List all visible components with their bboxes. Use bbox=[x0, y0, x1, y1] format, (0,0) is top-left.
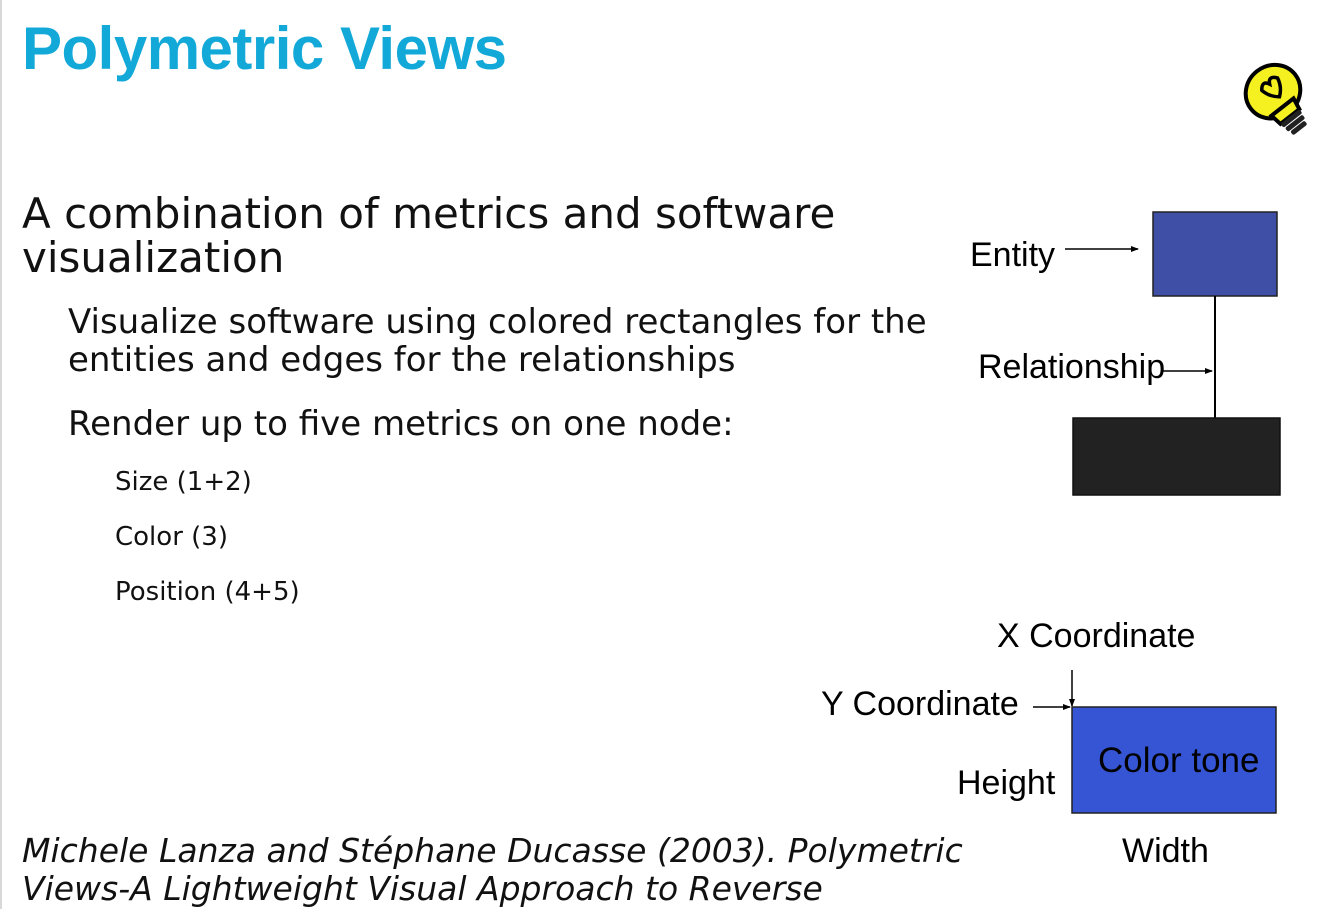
entity-label: Entity bbox=[970, 236, 1056, 274]
metric-item-size: Size (1+2) bbox=[115, 467, 252, 497]
main-bullet: A combination of metrics and software vi… bbox=[22, 189, 836, 282]
related-node bbox=[1072, 417, 1281, 496]
sub-bullet-1: Visualize software using colored rectang… bbox=[68, 302, 927, 380]
height-label: Height bbox=[957, 764, 1056, 802]
slide-title: Polymetric Views bbox=[22, 15, 507, 82]
y-coordinate-label: Y Coordinate bbox=[821, 685, 1019, 723]
citation: Michele Lanza and Stéphane Ducasse (2003… bbox=[22, 831, 963, 908]
x-coordinate-label: X Coordinate bbox=[997, 617, 1196, 655]
width-label: Width bbox=[1122, 832, 1209, 870]
lightbulb-icon bbox=[1243, 62, 1307, 135]
entity-node bbox=[1152, 211, 1278, 297]
node-color-tone-label: Color tone bbox=[1098, 741, 1260, 780]
metric-item-color: Color (3) bbox=[115, 522, 228, 552]
relationship-label: Relationship bbox=[978, 348, 1166, 386]
metric-item-position: Position (4+5) bbox=[115, 577, 300, 607]
sub-bullet-2: Render up to five metrics on one node: bbox=[68, 404, 734, 444]
slide-left-border bbox=[0, 0, 2, 909]
